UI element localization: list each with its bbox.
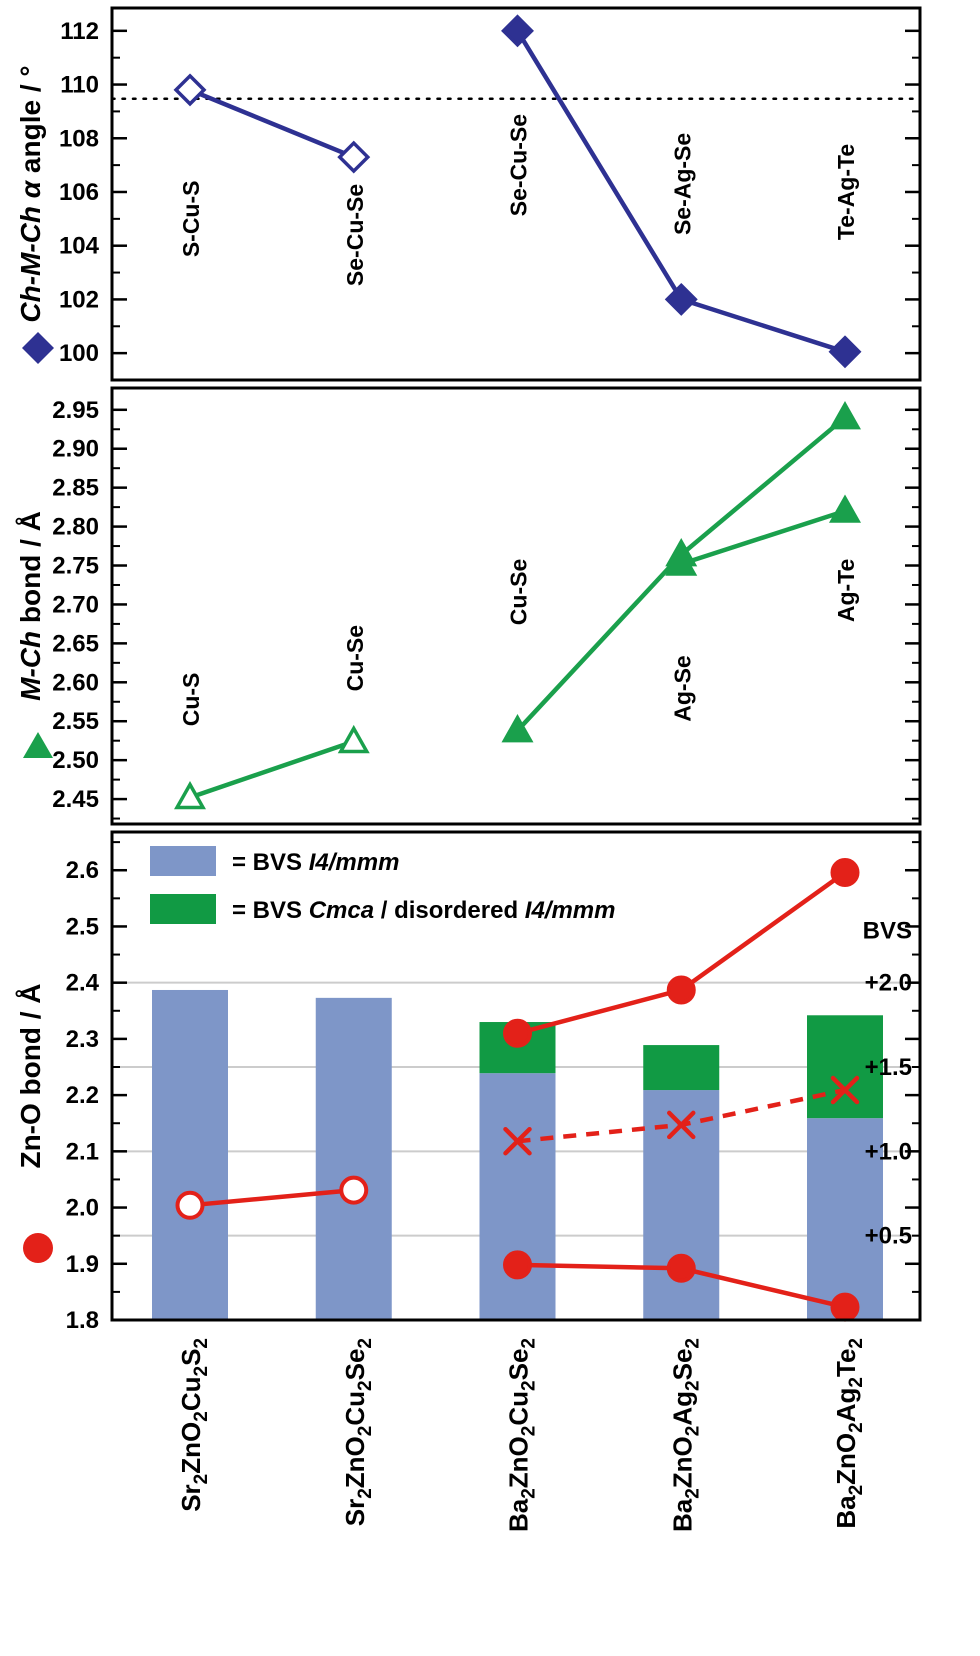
point-label: Ag-Se [669,655,695,721]
open-diamond-angles-marker [173,73,207,107]
y-tick-label: 108 [59,125,99,152]
filled-diamond-angles-marker [501,14,534,48]
panel-border [110,830,922,1322]
point-label: Cu-S [178,673,204,727]
category-label: Ba2ZnO2Ag2Te2 [831,1338,867,1529]
filled-triangle-bonds-lower-marker [665,547,698,576]
zn-o-upper-circles-marker [666,975,696,1005]
y-tick-label: 112 [60,18,99,45]
point-label: Te-Ag-Te [833,144,859,240]
open-triangle-bonds-marker [337,724,370,754]
y-tick-label: 1.9 [66,1251,99,1278]
y-tick-label: 2.6 [66,857,99,884]
ylabel-diamond-icon [22,332,54,364]
y-tick-label: 2.1 [66,1138,99,1165]
panel-border [110,386,922,826]
filled-diamond-angles-marker [664,282,698,316]
filled-triangle-bonds-lower-line [680,508,846,567]
bvs-tick-label: +1.0 [865,1138,912,1165]
bar-bvs-i4mmm [152,989,228,1319]
zno-panel: = BVS I4/mmm = BVS Cmca / disordered I4/m… [15,830,922,1532]
zn-o-lower-circles-marker [830,1292,860,1322]
bar-bvs-i4mmm [479,1073,556,1319]
y-tick-label: 2.5 [66,913,99,940]
point-label: Ag-Te [833,559,859,622]
category-label: Ba2ZnO2Cu2Se2 [504,1338,540,1532]
y-tick-label: 2.60 [52,669,99,696]
y-tick-label: 2.2 [66,1082,99,1109]
point-label: S-Cu-S [178,181,204,258]
y-tick-label: 102 [59,286,99,313]
y-tick-label: 2.85 [52,475,99,502]
y-tick-label: 2.55 [52,708,99,735]
bvs-cross-dashed-marker [667,1110,696,1140]
bvs-tick-label: +2.0 [865,970,912,997]
y-tick-label: 1.8 [66,1307,99,1334]
bvs-cross-dashed-marker [503,1126,532,1156]
bar-bvs-i4mmm [807,1118,883,1319]
y-tick-label: 2.95 [52,397,99,424]
zn-o-lower-circles-marker [666,1253,696,1283]
category-label: Ba2ZnO2Ag2Se2 [667,1338,703,1532]
point-label: Se-Cu-Se [506,114,532,216]
y-tick-label: 2.70 [52,591,99,618]
bvs-tick-label: +1.5 [865,1054,912,1081]
y-tick-label: 2.0 [66,1195,99,1222]
open-triangle-bonds-line [189,739,355,800]
y-tick-label: 2.65 [52,630,99,657]
bvs-tick-label: +0.5 [865,1223,912,1250]
legend-swatch [150,846,216,876]
y-tick-label: 106 [59,179,99,206]
zn-o-lower-circles-marker [503,1250,532,1280]
bond-panel: Cu-S Cu-Se Cu-Se Ag-Se Ag-Te 2.45 2.50 2.55 2.60… [15,386,922,826]
bvs-axis-title: BVS [863,918,912,945]
filled-triangle-bonds-lower-marker [829,494,861,523]
point-label: Cu-Se [506,559,532,625]
y-tick-label: 2.45 [52,786,99,813]
open-diamond-angles-line [189,87,355,160]
y-tick-label: 2.3 [66,1026,99,1053]
legend-label: = BVS I4/mmm [232,849,399,876]
point-label: Se-Ag-Se [669,133,695,235]
category-label: Sr2ZnO2Cu2S2 [176,1338,212,1512]
open-diamond-angles-marker [337,140,371,174]
zno-axis-title: Zn-O bond / Å [15,983,46,1168]
ylabel-circle-icon [23,1233,53,1263]
y-tick-label: 2.4 [66,970,100,997]
bvs-cross-dashed-marker [830,1075,860,1105]
point-label: Se-Cu-Se [342,184,368,286]
point-label: Cu-Se [342,625,368,691]
zn-o-upper-circles-marker [830,857,860,887]
zn-o-open-circles-marker [339,1175,369,1205]
open-triangle-bonds-marker [174,780,206,810]
bond-axis-title: M-Ch bond / Å [15,511,46,701]
zn-o-open-circles-marker [175,1190,205,1220]
y-tick-label: 100 [59,340,99,367]
y-tick-label: 2.90 [52,436,99,463]
bar-bvs-cmca [807,1015,883,1119]
category-label: Sr2ZnO2Cu2Se2 [340,1338,376,1526]
legend-label: = BVS Cmca / disordered I4/mmm [232,897,615,924]
zn-o-open-circles-line [189,1187,354,1208]
y-tick-label: 110 [60,72,99,99]
y-tick-label: 2.80 [52,514,99,541]
y-tick-label: 2.50 [52,747,99,774]
panel-border [110,6,922,382]
zn-o-upper-circles-marker [503,1018,532,1048]
legend-swatch [150,894,216,924]
angle-axis-title: Ch-M-Ch α angle / ° [15,65,46,322]
filled-triangle-bonds-upper-marker [501,714,534,743]
y-tick-label: 104 [59,233,100,260]
bar-bvs-i4mmm [315,997,392,1319]
angle-panel: S-Cu-S Se-Cu-Se Se-Cu-Se Se-Ag-Se Te-Ag-Te 10… [15,6,922,382]
bar-bvs-cmca [643,1045,720,1091]
filled-diamond-angles-marker [828,335,862,369]
filled-triangle-bonds-upper-marker [829,401,861,430]
y-tick-label: 2.75 [52,553,99,580]
ylabel-triangle-icon [23,732,53,758]
